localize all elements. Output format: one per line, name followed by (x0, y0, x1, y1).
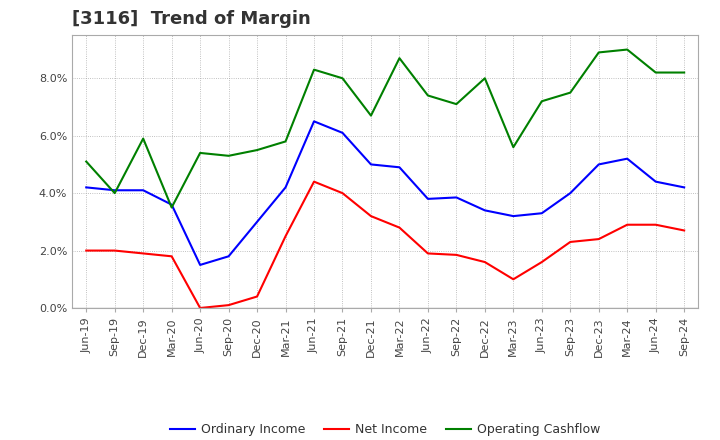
Net Income (82, 248, 91, 253)
Operating Cashflow (566, 90, 575, 95)
Line: Ordinary Income: Ordinary Income (86, 121, 684, 265)
Operating Cashflow (395, 55, 404, 61)
Net Income (480, 260, 489, 265)
Operating Cashflow (480, 76, 489, 81)
Ordinary Income (423, 196, 432, 202)
Net Income (366, 213, 375, 219)
Ordinary Income (452, 195, 461, 200)
Operating Cashflow (82, 159, 91, 164)
Net Income (282, 234, 290, 239)
Ordinary Income (310, 119, 318, 124)
Operating Cashflow (537, 99, 546, 104)
Net Income (196, 305, 204, 311)
Operating Cashflow (253, 147, 261, 153)
Operating Cashflow (623, 47, 631, 52)
Net Income (595, 236, 603, 242)
Operating Cashflow (225, 153, 233, 158)
Operating Cashflow (338, 76, 347, 81)
Ordinary Income (282, 185, 290, 190)
Ordinary Income (338, 130, 347, 136)
Operating Cashflow (423, 93, 432, 98)
Operating Cashflow (139, 136, 148, 141)
Net Income (167, 254, 176, 259)
Operating Cashflow (196, 150, 204, 156)
Operating Cashflow (282, 139, 290, 144)
Operating Cashflow (509, 145, 518, 150)
Net Income (225, 302, 233, 308)
Net Income (253, 294, 261, 299)
Ordinary Income (537, 211, 546, 216)
Operating Cashflow (680, 70, 688, 75)
Operating Cashflow (652, 70, 660, 75)
Net Income (509, 277, 518, 282)
Ordinary Income (652, 179, 660, 184)
Ordinary Income (82, 185, 91, 190)
Net Income (452, 252, 461, 257)
Operating Cashflow (110, 191, 119, 196)
Net Income (623, 222, 631, 227)
Legend: Ordinary Income, Net Income, Operating Cashflow: Ordinary Income, Net Income, Operating C… (165, 418, 606, 440)
Ordinary Income (253, 219, 261, 224)
Line: Operating Cashflow: Operating Cashflow (86, 50, 684, 208)
Line: Net Income: Net Income (86, 182, 684, 308)
Net Income (338, 191, 347, 196)
Text: [3116]  Trend of Margin: [3116] Trend of Margin (72, 10, 311, 28)
Ordinary Income (480, 208, 489, 213)
Ordinary Income (566, 191, 575, 196)
Net Income (680, 228, 688, 233)
Operating Cashflow (452, 102, 461, 107)
Net Income (139, 251, 148, 256)
Operating Cashflow (595, 50, 603, 55)
Operating Cashflow (310, 67, 318, 72)
Ordinary Income (595, 162, 603, 167)
Net Income (652, 222, 660, 227)
Net Income (566, 239, 575, 245)
Ordinary Income (366, 162, 375, 167)
Ordinary Income (680, 185, 688, 190)
Operating Cashflow (366, 113, 375, 118)
Ordinary Income (225, 254, 233, 259)
Ordinary Income (110, 187, 119, 193)
Ordinary Income (167, 202, 176, 207)
Net Income (310, 179, 318, 184)
Net Income (537, 260, 546, 265)
Operating Cashflow (167, 205, 176, 210)
Net Income (395, 225, 404, 230)
Ordinary Income (139, 187, 148, 193)
Net Income (423, 251, 432, 256)
Ordinary Income (395, 165, 404, 170)
Ordinary Income (509, 213, 518, 219)
Ordinary Income (196, 262, 204, 268)
Ordinary Income (623, 156, 631, 161)
Net Income (110, 248, 119, 253)
